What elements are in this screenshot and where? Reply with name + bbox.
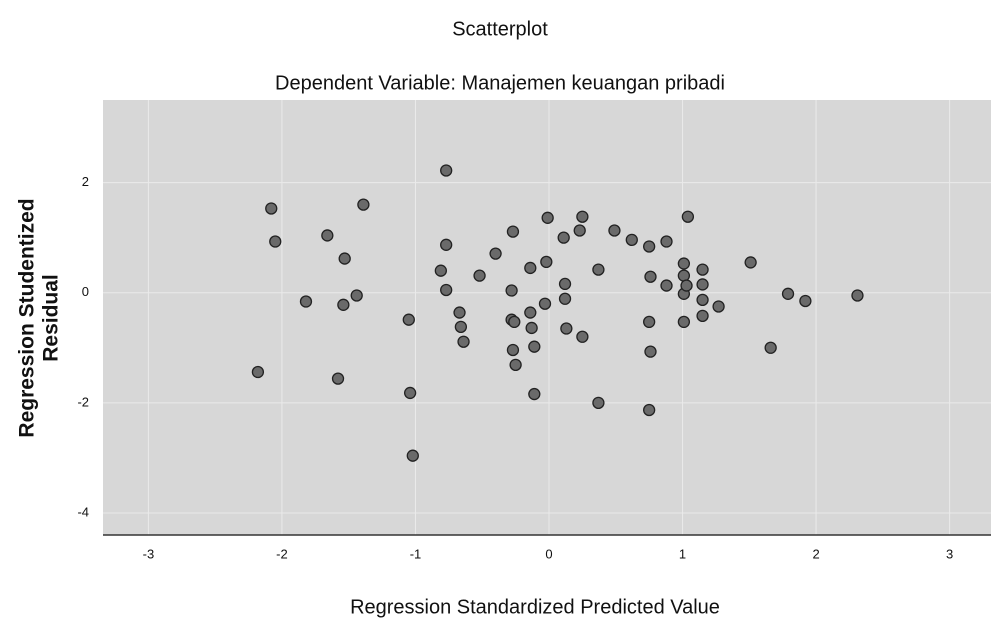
point <box>643 315 656 329</box>
chart-subtitle: Dependent Variable: Manajemen keuangan p… <box>275 72 725 94</box>
point <box>573 224 586 237</box>
point <box>677 269 691 282</box>
point <box>331 372 345 385</box>
point <box>528 340 541 353</box>
point <box>403 386 417 400</box>
point <box>440 164 453 177</box>
point <box>454 320 468 334</box>
point <box>560 322 573 335</box>
x-tick-label: 3 <box>946 546 953 561</box>
point <box>505 284 518 297</box>
point <box>712 300 725 313</box>
point <box>528 387 541 401</box>
y-tick-label: -4 <box>77 504 89 519</box>
point <box>540 255 553 269</box>
point <box>643 240 656 253</box>
point <box>350 289 363 302</box>
point <box>608 224 621 237</box>
point <box>506 225 520 238</box>
plot-area <box>103 100 991 535</box>
point <box>744 256 757 269</box>
x-tick-label: 1 <box>679 546 686 561</box>
point <box>677 315 691 329</box>
point <box>489 247 502 260</box>
point <box>538 297 552 310</box>
point <box>592 396 605 409</box>
x-axis-label: Regression Standardized Predicted Value <box>350 596 720 618</box>
point <box>576 210 589 223</box>
point <box>406 449 419 462</box>
point <box>681 210 695 223</box>
point <box>680 279 693 292</box>
point <box>643 403 656 417</box>
point <box>660 235 673 248</box>
point <box>402 313 415 326</box>
point <box>269 235 282 248</box>
point <box>644 345 657 358</box>
point <box>473 269 486 282</box>
y-tick-label: 2 <box>82 174 89 189</box>
x-tick-label: -2 <box>276 546 288 561</box>
point <box>696 293 709 307</box>
point <box>299 295 313 308</box>
point <box>558 277 572 291</box>
point <box>434 264 447 277</box>
point <box>508 315 521 329</box>
chart-title: Scatterplot <box>452 18 548 40</box>
point <box>265 202 278 215</box>
point <box>440 283 453 297</box>
point <box>506 343 520 357</box>
point <box>525 321 538 335</box>
point <box>457 335 470 348</box>
point <box>357 198 370 211</box>
point <box>781 287 795 300</box>
point <box>557 231 570 244</box>
point <box>440 238 453 251</box>
point <box>851 289 864 302</box>
point <box>799 294 812 308</box>
point <box>660 279 673 292</box>
x-tick-label: -1 <box>410 546 422 561</box>
point <box>251 365 265 379</box>
y-tick-label: -2 <box>77 394 89 409</box>
x-tick-label: 2 <box>812 546 819 561</box>
point <box>509 358 522 372</box>
point <box>541 211 554 224</box>
x-tick-label: -3 <box>143 546 155 561</box>
point <box>696 263 709 276</box>
point <box>696 278 709 291</box>
y-axis-label: Regression Studentized <box>16 198 39 437</box>
point <box>644 270 657 283</box>
point <box>592 263 605 276</box>
point <box>764 341 777 354</box>
point <box>453 306 466 319</box>
point <box>524 306 537 319</box>
point <box>677 257 691 270</box>
point <box>696 309 709 322</box>
point <box>337 298 350 311</box>
point <box>625 233 638 247</box>
y-tick-label: 0 <box>82 284 89 299</box>
point <box>338 252 351 265</box>
point <box>576 330 589 343</box>
point <box>321 229 334 242</box>
y-axis-label: Residual <box>40 274 63 362</box>
x-tick-label: 0 <box>545 546 552 561</box>
point <box>558 292 572 305</box>
point <box>524 261 537 275</box>
